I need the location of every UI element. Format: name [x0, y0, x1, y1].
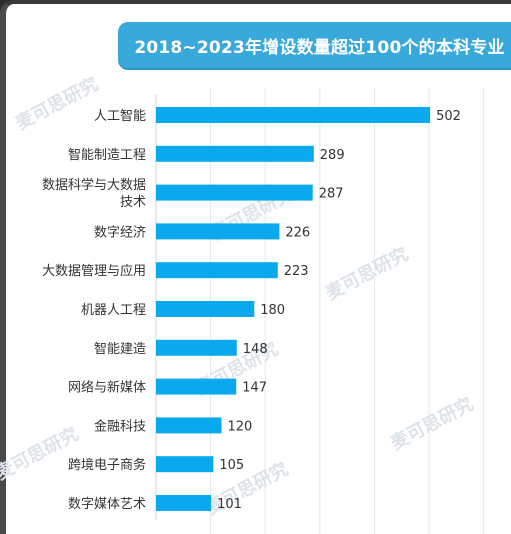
category-label: 机器人工程 [81, 303, 146, 318]
bar [156, 378, 237, 395]
category-label: 网络与新媒体 [68, 380, 146, 396]
watermark: 麦可思研究 [202, 458, 292, 520]
bar [156, 107, 431, 123]
data-label: 226 [285, 225, 310, 240]
data-label: 287 [319, 187, 344, 202]
watermark: 麦可思研究 [387, 393, 477, 455]
bar [156, 339, 237, 356]
bar [156, 456, 214, 473]
data-label: 289 [320, 148, 345, 163]
data-label: 502 [436, 109, 461, 124]
bar [156, 301, 255, 317]
category-label: 跨境电子商务 [68, 457, 146, 473]
bar [156, 417, 222, 434]
category-label: 数字经济 [94, 225, 146, 240]
category-label: 数字媒体艺术 [68, 497, 146, 512]
category-label: 智能制造工程 [68, 148, 146, 163]
bar [156, 262, 278, 279]
data-label: 223 [284, 264, 309, 279]
data-label: 101 [217, 497, 242, 512]
category-label: 大数据管理与应用 [42, 263, 146, 279]
bar [156, 223, 280, 240]
data-label: 180 [260, 303, 285, 318]
category-label: 金融科技 [94, 418, 146, 434]
watermark: 麦可思研究 [322, 243, 412, 305]
title-banner: 2018~2023年增设数量超过100个的本科专业 [118, 22, 511, 68]
data-label: 148 [243, 342, 268, 357]
bar [156, 495, 212, 511]
data-label: 105 [219, 458, 244, 473]
watermark: 麦可思研究 [12, 73, 102, 135]
watermark: 麦可思研究 [0, 423, 82, 485]
data-label: 120 [228, 419, 253, 434]
category-label: 人工智能 [94, 109, 146, 124]
data-label: 147 [242, 381, 267, 396]
chart-title: 2018~2023年增设数量超过100个的本科专业 [134, 37, 505, 58]
bar [156, 145, 314, 162]
category-label: 智能建造 [94, 342, 146, 357]
bar [156, 184, 313, 201]
category-label: 技术 [120, 195, 146, 210]
category-label: 数据科学与大数据 [42, 177, 146, 193]
